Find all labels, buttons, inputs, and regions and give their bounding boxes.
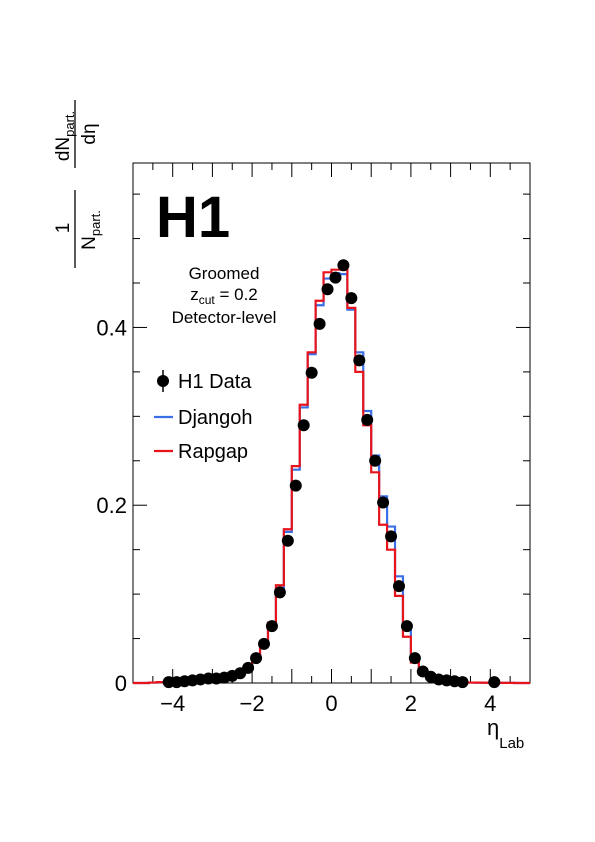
data-point	[242, 661, 255, 674]
data-point	[250, 652, 263, 665]
legend-label-djangoh: Djangoh	[178, 407, 253, 429]
x-tick-label: 2	[405, 691, 417, 716]
x-tick-label: 0	[325, 691, 337, 716]
annotation-zcut: zcut = 0.2	[190, 285, 258, 307]
y-title-frac2-num: dNpart.	[53, 111, 77, 161]
annotation-groomed: Groomed	[189, 264, 260, 283]
y-title-frac1-den-sub: part.	[88, 210, 103, 236]
data-point	[456, 676, 469, 689]
y-title-frac1-num: 1	[53, 223, 74, 234]
data-point	[369, 454, 382, 467]
x-tick-labels: −4 −2 0 2 4	[160, 691, 496, 716]
legend: H1 Data Djangoh Rapgap	[154, 370, 253, 463]
data-point	[488, 676, 501, 689]
y-title-frac2-num-main: dN	[53, 137, 74, 161]
legend-label-h1-data: H1 Data	[178, 371, 252, 393]
data-point	[305, 366, 318, 379]
data-point	[281, 534, 294, 547]
data-point	[313, 317, 326, 330]
x-tick-label: −2	[240, 691, 265, 716]
y-title-frac1-den: Npart.	[79, 210, 103, 250]
y-tick-labels: 0 0.2 0.4	[96, 315, 127, 696]
annotation-detector-level: Detector-level	[172, 308, 277, 327]
y-tick-label: 0.4	[96, 315, 127, 340]
data-point	[321, 283, 334, 296]
legend-label-rapgap: Rapgap	[178, 441, 248, 463]
data-point	[337, 259, 350, 272]
data-point	[329, 271, 342, 284]
y-title-frac2-den: dη	[79, 123, 100, 144]
x-axis-title: ηLab	[487, 715, 524, 752]
data-point	[273, 586, 286, 599]
legend-data-marker	[157, 375, 169, 387]
h1-logo-text: H1	[156, 185, 230, 250]
data-point	[297, 419, 310, 432]
x-tick-label: −4	[160, 691, 185, 716]
y-tick-label: 0	[115, 671, 127, 696]
data-point	[345, 292, 358, 305]
zcut-rest: = 0.2	[215, 285, 258, 304]
zcut-sub: cut	[199, 293, 216, 307]
data-point	[265, 620, 278, 633]
data-point	[400, 620, 413, 633]
data-point	[353, 354, 366, 367]
series-h1-data	[162, 259, 501, 689]
data-point	[377, 496, 390, 509]
y-title-frac2-num-sub: part.	[62, 111, 77, 137]
data-point	[392, 580, 405, 593]
y-title-frac1-den-main: N	[79, 236, 100, 250]
y-tick-label: 0.2	[96, 493, 127, 518]
data-point	[385, 530, 398, 543]
data-point	[289, 479, 302, 492]
x-axis-title-main: η	[487, 715, 499, 740]
zcut-main: z	[190, 285, 199, 304]
x-axis-title-sub: Lab	[499, 735, 524, 752]
data-point	[258, 637, 271, 650]
x-tick-label: 4	[484, 691, 496, 716]
data-point	[408, 652, 421, 665]
data-point	[361, 413, 374, 426]
y-axis-title: 1 Npart. dNpart. dη	[53, 100, 103, 268]
